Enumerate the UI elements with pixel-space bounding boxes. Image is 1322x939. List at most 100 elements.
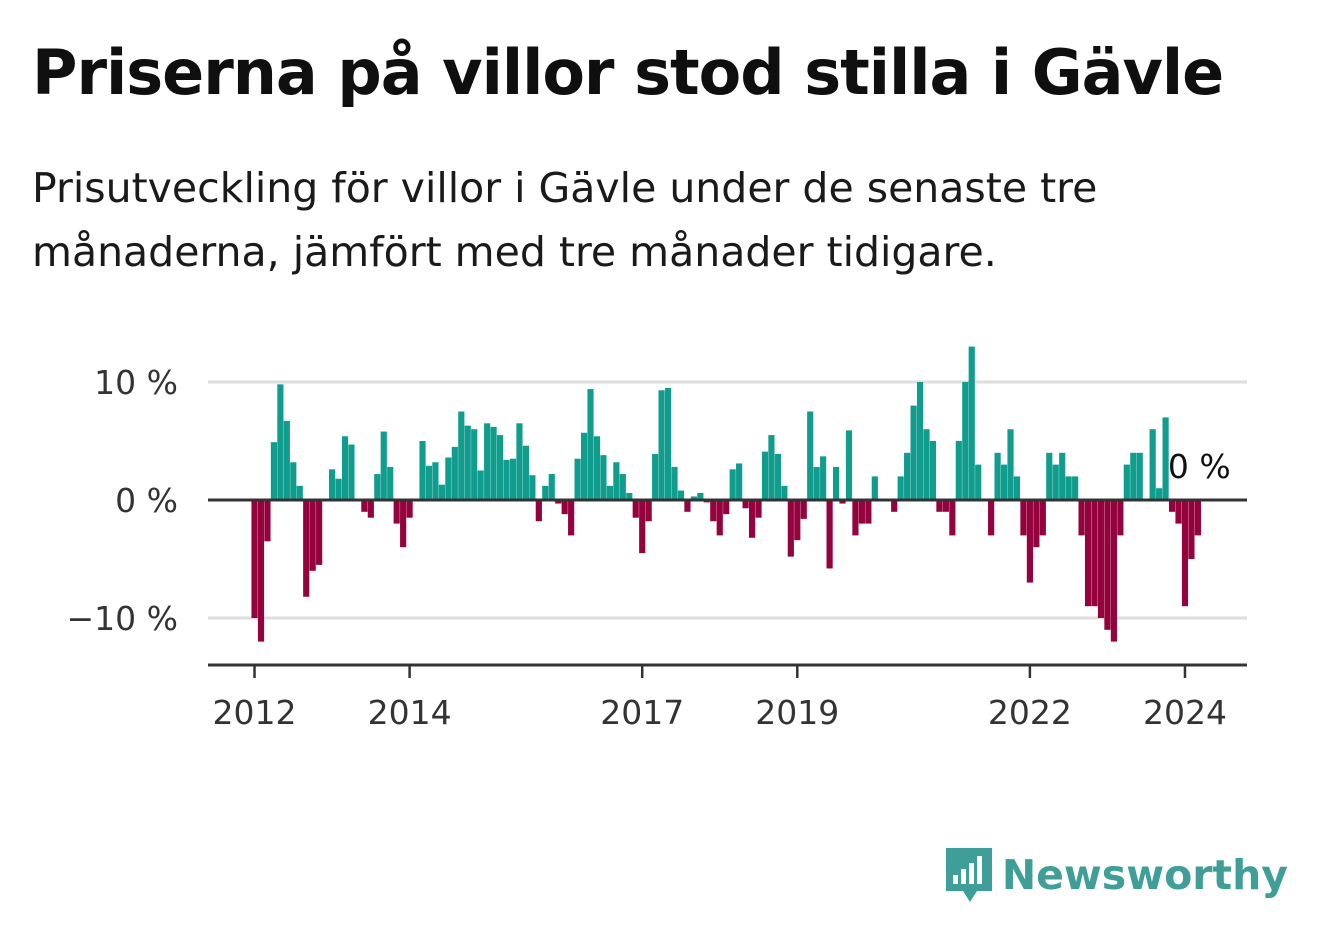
bar	[309, 500, 316, 571]
bar	[348, 444, 355, 500]
bar	[580, 432, 588, 500]
bar	[380, 431, 387, 500]
bar	[529, 475, 536, 500]
bar	[400, 500, 407, 548]
y-tick-label: 10 %	[94, 363, 178, 402]
bar	[1104, 500, 1111, 630]
bar	[341, 436, 349, 500]
bar	[555, 500, 562, 504]
bar	[1020, 500, 1027, 536]
bar	[1136, 452, 1143, 500]
bar	[975, 464, 982, 500]
bar	[813, 466, 820, 500]
bar	[858, 500, 865, 524]
bar	[904, 452, 911, 500]
bar	[1130, 452, 1137, 500]
bar	[955, 441, 962, 500]
bar	[464, 425, 471, 500]
bar	[503, 459, 510, 500]
bar	[1168, 500, 1176, 512]
bar	[1188, 500, 1195, 559]
bar	[865, 500, 872, 524]
bar	[658, 390, 665, 500]
bar	[723, 500, 730, 515]
bar	[1097, 500, 1105, 618]
y-tick-label: 0 %	[115, 481, 178, 520]
bar	[296, 485, 303, 500]
bar	[445, 457, 452, 500]
bar	[257, 500, 265, 642]
x-tick-label: 2019	[755, 693, 839, 732]
bar	[316, 500, 323, 565]
bar	[781, 485, 788, 500]
end-value-label: 0 %	[1168, 447, 1231, 486]
bar	[393, 500, 400, 524]
bar	[1026, 500, 1033, 583]
bar	[1007, 429, 1014, 500]
chart-subtitle: Prisutveckling för villor i Gävle under …	[32, 164, 1098, 276]
bar	[916, 382, 924, 500]
axes	[208, 498, 1247, 678]
bar	[1039, 500, 1046, 536]
bar	[664, 387, 672, 500]
bar	[949, 500, 956, 536]
x-tick-label: 2014	[368, 693, 452, 732]
x-tick-label: 2017	[600, 693, 684, 732]
bar	[807, 411, 814, 500]
bar	[619, 474, 626, 500]
bar	[761, 451, 769, 500]
bar	[755, 500, 762, 518]
bar	[1123, 464, 1130, 500]
bar	[845, 430, 853, 500]
bar	[548, 474, 555, 500]
bar	[1084, 500, 1092, 607]
bar	[1110, 500, 1117, 642]
x-tick-label: 2022	[988, 693, 1072, 732]
bar	[936, 500, 943, 512]
x-tick-label: 2024	[1143, 693, 1227, 732]
bar	[897, 476, 904, 500]
bar	[652, 453, 659, 500]
bar	[929, 441, 937, 500]
tick-labels: 10 % 0 % −10 % 2012 2014 2017 2019 2022 2024 0 %	[67, 363, 1231, 732]
bar	[561, 500, 568, 515]
bar	[335, 478, 342, 500]
bar	[697, 492, 704, 500]
bar	[677, 490, 685, 500]
bar	[367, 500, 374, 518]
bar	[593, 436, 601, 500]
newsworthy-logo[interactable]: Newsworthy	[944, 845, 1288, 905]
bar	[283, 420, 290, 500]
bar	[645, 500, 652, 522]
bar	[277, 384, 284, 500]
bar	[891, 500, 898, 512]
bar	[988, 500, 995, 536]
bar	[1013, 476, 1021, 500]
bar	[800, 500, 807, 519]
bar	[613, 462, 620, 500]
bar	[1156, 488, 1163, 500]
bar	[587, 389, 594, 500]
bar	[1194, 500, 1201, 536]
bar	[774, 453, 781, 500]
bar	[1149, 429, 1156, 500]
x-tick-label: 2012	[213, 693, 297, 732]
bar	[1046, 452, 1053, 500]
bar	[923, 429, 930, 500]
bar	[994, 452, 1001, 500]
bar	[516, 423, 523, 500]
bar	[820, 456, 827, 500]
bar	[542, 485, 549, 500]
brand-name: Newsworthy	[1001, 851, 1288, 899]
bar	[264, 500, 271, 542]
bar	[1072, 476, 1079, 500]
bar	[458, 411, 465, 500]
bar	[710, 500, 717, 522]
bar	[1000, 464, 1008, 500]
bar	[968, 346, 975, 500]
bar	[270, 442, 277, 500]
bar	[406, 500, 413, 518]
chart-title: Priserna på villor stod stilla i Gävle	[32, 36, 1224, 109]
bar	[490, 426, 497, 500]
bar	[632, 500, 639, 518]
